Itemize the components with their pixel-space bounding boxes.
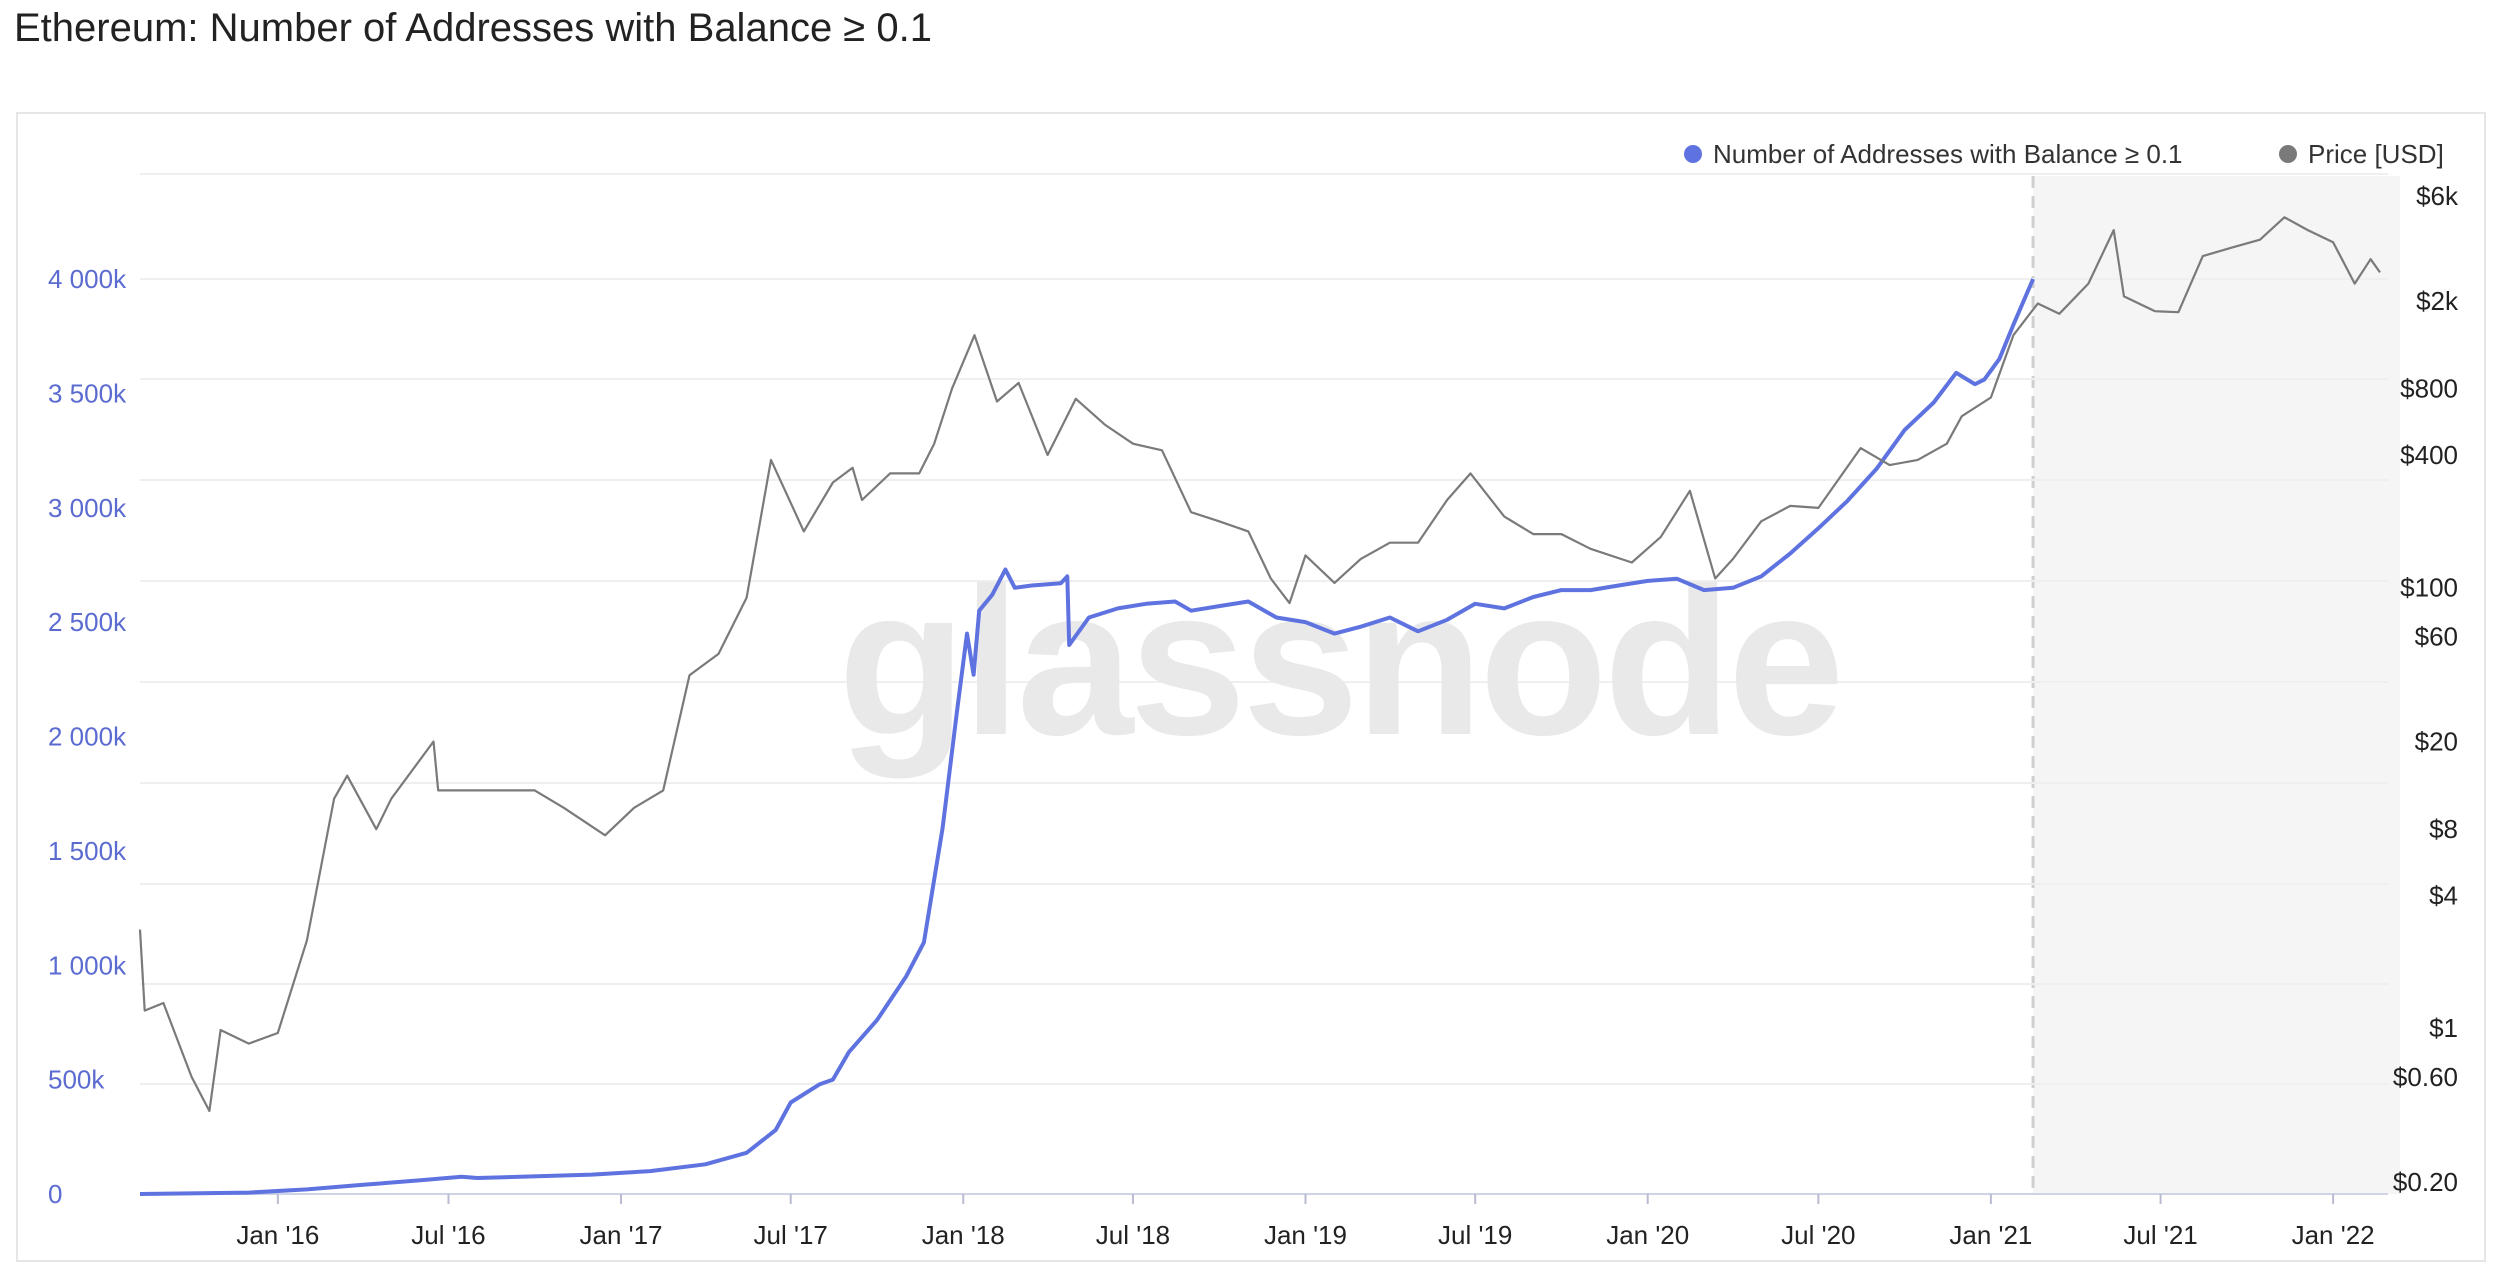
left-y-tick-label: 4 000k xyxy=(48,264,127,294)
right-y-tick-label: $0.60 xyxy=(2393,1062,2458,1092)
x-tick-label: Jan '16 xyxy=(236,1220,319,1250)
x-tick-label: Jul '16 xyxy=(411,1220,485,1250)
left-y-tick-label: 0 xyxy=(48,1179,62,1209)
right-y-tick-label: $8 xyxy=(2429,814,2458,844)
left-y-tick-label: 2 000k xyxy=(48,722,127,752)
right-y-tick-label: $4 xyxy=(2429,880,2458,910)
x-tick-label: Jul '19 xyxy=(1438,1220,1512,1250)
legend-addresses-label[interactable]: Number of Addresses with Balance ≥ 0.1 xyxy=(1713,139,2183,169)
x-tick-label: Jan '18 xyxy=(922,1220,1005,1250)
x-tick-label: Jan '21 xyxy=(1949,1220,2032,1250)
right-y-tick-label: $400 xyxy=(2400,440,2458,470)
x-tick-label: Jul '18 xyxy=(1096,1220,1170,1250)
x-tick-label: Jan '17 xyxy=(579,1220,662,1250)
x-tick-label: Jan '19 xyxy=(1264,1220,1347,1250)
x-tick-label: Jul '17 xyxy=(754,1220,828,1250)
addresses-series-line xyxy=(139,278,2035,1196)
x-tick-label: Jul '20 xyxy=(1781,1220,1855,1250)
legend-price-dot xyxy=(2279,145,2297,163)
left-y-tick-label: 1 500k xyxy=(48,836,127,866)
chart-frame: glassnode 0 500k 1 000k 1 500k 2 000k 2 500k 3… xyxy=(16,112,2486,1262)
right-y-tick-label: $6k xyxy=(2416,181,2459,211)
x-tick-label: Jan '20 xyxy=(1606,1220,1689,1250)
right-y-tick-label: $100 xyxy=(2400,573,2458,603)
left-y-tick-label: 1 000k xyxy=(48,950,127,980)
left-y-tick-label: 3 000k xyxy=(48,493,127,523)
price-series-line xyxy=(138,216,2381,1113)
shaded-region xyxy=(2033,176,2400,1194)
left-y-tick-label: 500k xyxy=(48,1065,105,1095)
page-title: Ethereum: Number of Addresses with Balan… xyxy=(14,6,932,50)
left-y-tick-label: 2 500k xyxy=(48,607,127,637)
legend-addresses-dot xyxy=(1684,145,1702,163)
right-y-tick-label: $0.20 xyxy=(2393,1167,2458,1197)
watermark: glassnode xyxy=(838,544,1841,779)
right-y-tick-label: $60 xyxy=(2415,621,2458,651)
x-tick-label: Jan '22 xyxy=(2292,1220,2375,1250)
right-y-tick-label: $1 xyxy=(2429,1013,2458,1043)
legend-price-label[interactable]: Price [USD] xyxy=(2308,139,2444,169)
right-y-tick-label: $800 xyxy=(2400,374,2458,404)
x-tick-label: Jul '21 xyxy=(2123,1220,2197,1250)
chart-svg: glassnode 0 500k 1 000k 1 500k 2 000k 2 500k 3… xyxy=(48,139,2459,1250)
right-y-tick-label: $20 xyxy=(2415,727,2458,757)
right-y-tick-label: $2k xyxy=(2416,286,2459,316)
left-y-tick-label: 3 500k xyxy=(48,378,127,408)
